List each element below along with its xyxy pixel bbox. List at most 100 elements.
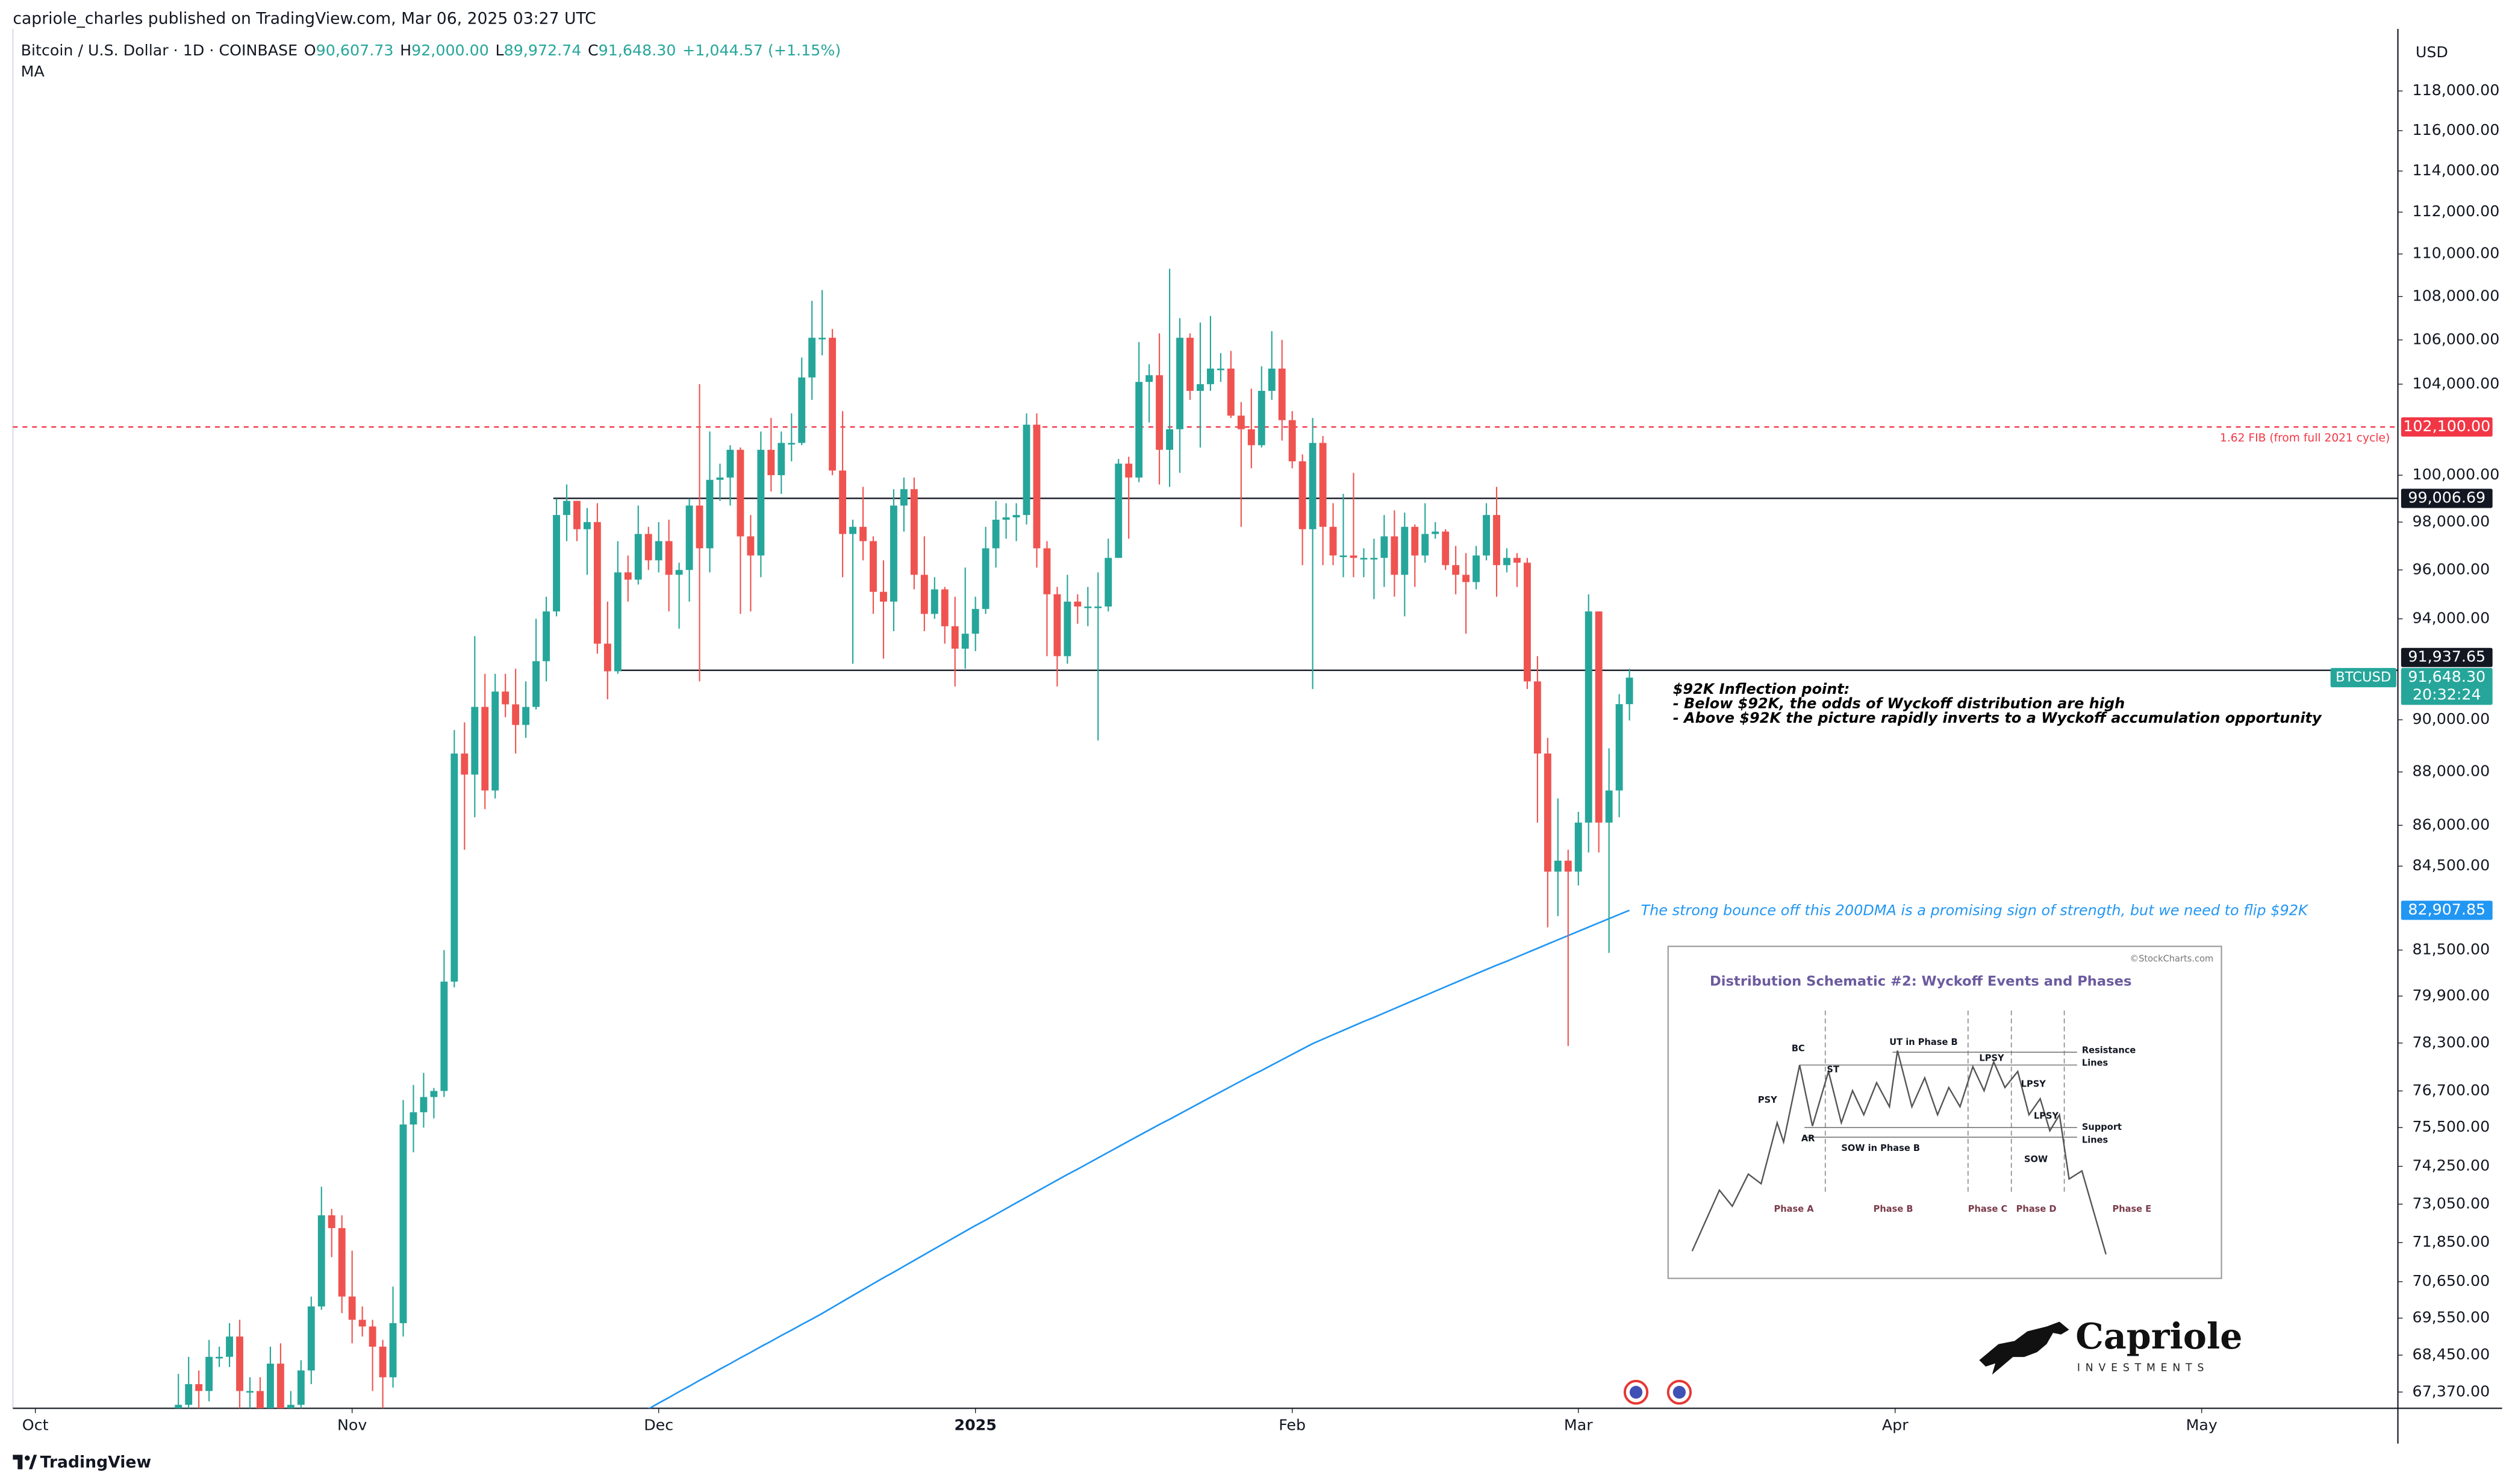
candle-body: [788, 443, 796, 445]
candle-body: [226, 1336, 233, 1357]
y-tick-label: 70,650.00: [2413, 1272, 2490, 1289]
candle-body: [1033, 425, 1041, 549]
candle-body: [1401, 526, 1409, 575]
candle-body: [389, 1323, 397, 1377]
candle-body: [603, 643, 611, 672]
candle-body: [297, 1370, 305, 1405]
candle-body: [1237, 416, 1245, 429]
candle-body: [1043, 548, 1051, 594]
candle-body: [287, 1404, 295, 1409]
x-tick-label: 2025: [954, 1417, 996, 1434]
candle-body: [450, 753, 458, 982]
candle-body: [1023, 425, 1030, 516]
candle-body: [1473, 555, 1480, 582]
tv-logo-dot: [25, 1455, 30, 1461]
candle-body: [1380, 536, 1388, 558]
inset-label: AR: [1801, 1133, 1815, 1144]
inflection-note: $92K Inflection point:: [1673, 681, 1850, 697]
logo-tagline: INVESTMENTS: [2077, 1362, 2209, 1374]
price-tag-label: 99,006.69: [2408, 488, 2485, 506]
symbol-tag-label: BTCUSD: [2336, 670, 2391, 685]
candle-body: [175, 1404, 182, 1409]
candle-body: [440, 981, 448, 1091]
tv-footer: TradingView: [13, 1453, 151, 1471]
candle-body: [307, 1306, 315, 1371]
candle-body: [1176, 337, 1183, 429]
currency: USD: [2416, 43, 2448, 61]
candle-body: [481, 706, 489, 791]
candle-body: [716, 477, 724, 480]
candle-body: [1442, 531, 1450, 566]
symbol-tag: [2330, 668, 2396, 688]
range-lines: [1800, 1052, 2077, 1138]
candle-body: [1298, 461, 1306, 529]
candle-body: [655, 541, 662, 561]
last-price-tag: [2401, 668, 2493, 705]
legend-text: L: [496, 42, 504, 59]
candle-body: [1012, 515, 1020, 518]
y-tick-label: 116,000.00: [2413, 121, 2500, 139]
inset-label: Support: [2082, 1122, 2122, 1132]
candle-body: [870, 541, 877, 592]
candle-body: [317, 1215, 325, 1307]
candle-body: [1513, 558, 1521, 563]
candle-body: [726, 449, 734, 478]
phase-dividers: [1824, 1010, 2065, 1196]
inset-label: Lines: [2082, 1058, 2108, 1068]
legend-text: C: [588, 42, 599, 59]
candle-body: [1053, 594, 1061, 656]
horse-icon: [1979, 1321, 2069, 1375]
candle-body: [1217, 368, 1224, 370]
countdown: 20:32:24: [2413, 685, 2481, 703]
candle-body: [1247, 429, 1255, 446]
candle-body: [849, 526, 857, 534]
candle-body: [491, 691, 499, 791]
phase-label: Phase E: [2112, 1204, 2151, 1214]
candle-body: [1002, 517, 1010, 520]
y-tick-label: 68,450.00: [2413, 1345, 2490, 1363]
candle-body: [1625, 678, 1633, 705]
candle-body: [1533, 681, 1541, 754]
ma-legend: MA: [21, 63, 45, 80]
price-tag: [2401, 647, 2493, 667]
candle-body: [624, 572, 632, 580]
candle-body: [1278, 368, 1286, 420]
phase-label: Phase C: [1968, 1204, 2007, 1214]
candle-body: [930, 589, 938, 614]
inset-label: Lines: [2082, 1135, 2108, 1146]
candle-body: [1574, 822, 1582, 872]
candle-body: [1227, 368, 1235, 416]
candle-body: [1523, 563, 1531, 682]
inset-label: ST: [1827, 1064, 1839, 1074]
candle-body: [634, 534, 642, 580]
x-tick-label: Nov: [337, 1417, 367, 1434]
candle-body: [1166, 429, 1173, 450]
capriole-logo: Capriole INVESTMENTS: [1979, 1315, 2242, 1375]
y-tick-label: 76,700.00: [2413, 1081, 2490, 1099]
candle-body: [747, 536, 755, 556]
inset-label: UT in Phase B: [1889, 1037, 1957, 1047]
candle-body: [1125, 463, 1133, 478]
price-tag: [2401, 488, 2493, 508]
candle-body: [1135, 382, 1143, 478]
candle-body: [461, 753, 469, 775]
candle-body: [961, 634, 969, 649]
candle-body: [1391, 536, 1398, 575]
level-note: 1.62 FIB (from full 2021 cycle): [2220, 432, 2390, 444]
inset-label: LPSY: [2034, 1111, 2059, 1121]
candle-body: [1360, 558, 1368, 560]
y-tick-label: 73,050.00: [2413, 1194, 2490, 1212]
inset-label: Resistance: [2082, 1045, 2136, 1055]
candle-body: [512, 704, 520, 725]
candle-body: [890, 505, 897, 602]
y-tick-label: 88,000.00: [2413, 762, 2490, 780]
inset-label: LPSY: [1979, 1053, 2004, 1064]
candle-body: [338, 1228, 346, 1297]
candle-body: [798, 377, 806, 443]
candle-body: [430, 1091, 438, 1097]
inset-labels: BC ST UT in Phase B LPSY Resistance Line…: [1758, 1037, 2136, 1164]
x-tick-label: Mar: [1564, 1417, 1593, 1434]
candle-body: [1115, 463, 1123, 558]
candle-body: [1329, 526, 1337, 556]
